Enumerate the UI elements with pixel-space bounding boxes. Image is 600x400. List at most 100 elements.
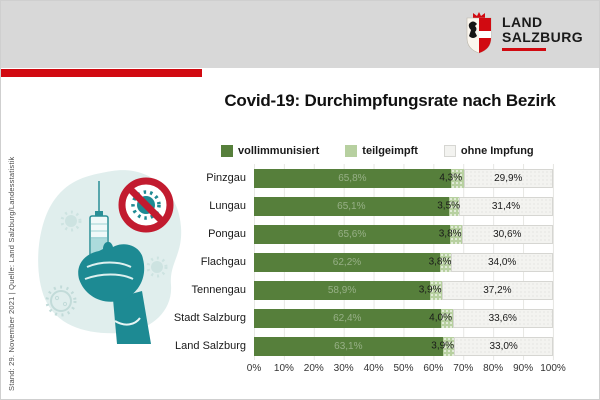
voll-value-label: 65,6%	[337, 228, 367, 240]
salzburg-coat-of-arms-icon	[466, 12, 492, 54]
ohne-value-label: 31,4%	[491, 200, 521, 212]
ohne-value-label: 37,2%	[483, 284, 512, 296]
x-axis-tick-label: 50%	[393, 363, 414, 374]
x-axis-tick-label: 90%	[513, 363, 534, 374]
teil-value-label: 3,8%	[438, 228, 462, 240]
no-virus-prohibition-icon	[118, 177, 174, 233]
x-axis: 0% 10% 20% 30% 40% 50% 60% 70% 80% 90% 100%	[247, 363, 566, 377]
bar-segment-teilgeimpft	[450, 224, 462, 244]
row-label: Pongau	[208, 228, 246, 240]
legend-item-vollimmunisiert: vollimmunisiert	[221, 145, 319, 157]
voll-value-label: 63,1%	[334, 340, 363, 352]
logo-text-land: LAND	[502, 14, 543, 30]
x-axis-tick-label: 40%	[363, 363, 384, 374]
bar-segment-vollimmunisiert: 62,2%	[254, 252, 440, 272]
row-label: Pinzgau	[206, 172, 246, 184]
bar-track: 63,1% 33,0% 3,9%	[254, 336, 553, 356]
bar-segment-ohne-impfung: 31,4%	[459, 196, 553, 216]
bar-track: 58,9% 37,2% 3,9%	[254, 280, 553, 300]
chart-title: Covid-19: Durchimpfungsrate nach Bezirk	[224, 91, 556, 110]
vaccination-illustration	[29, 159, 194, 349]
x-axis-tick-label: 60%	[423, 363, 444, 374]
voll-value-label: 62,2%	[332, 256, 362, 268]
bar-segment-vollimmunisiert: 65,8%	[254, 168, 451, 188]
background-virus-outline-icon	[45, 285, 77, 317]
voll-value-label: 58,9%	[327, 284, 357, 296]
x-axis-tick-label: 10%	[273, 363, 294, 374]
bar-segment-teilgeimpft	[442, 336, 455, 356]
header-band	[1, 1, 599, 68]
x-axis-tick-label: 70%	[453, 363, 474, 374]
bar-segment-vollimmunisiert: 63,1%	[254, 336, 443, 356]
bar-segment-teilgeimpft	[440, 308, 453, 328]
chart-row-lungau: Lungau 65,1% 31,4% 3,5%	[134, 192, 574, 220]
bar-segment-teilgeimpft	[439, 252, 452, 272]
bar-track: 62,2% 34,0% 3,8%	[254, 252, 553, 272]
chart-row-land-salzburg: Land Salzburg 63,1% 33,0% 3,9%	[134, 332, 574, 360]
voll-value-label: 62,4%	[333, 312, 362, 324]
bar-segment-teilgeimpft	[430, 280, 442, 300]
land-salzburg-logo: LAND SALZBURG	[464, 11, 583, 55]
teil-value-label: 4,0%	[429, 312, 452, 324]
background-virus-icon	[60, 210, 82, 232]
bar-rows: Pinzgau 65,8% 29,9% 4,3% Lungau 65,1% 31,4% 3,5…	[134, 164, 574, 360]
chart-row-stadt-salzburg: Stadt Salzburg 62,4% 33,6% 4,0%	[134, 304, 574, 332]
logo-red-underline	[502, 48, 547, 51]
red-accent-stripe	[1, 69, 202, 77]
legend-swatch	[443, 145, 456, 157]
row-label: Lungau	[209, 200, 246, 212]
legend-item-teilgeimpft: teilgeimpft	[345, 145, 418, 157]
legend-label: vollimmunisiert	[238, 145, 320, 157]
bar-segment-ohne-impfung: 37,2%	[441, 280, 553, 300]
x-axis-tick-label: 100%	[540, 363, 566, 374]
bar-segment-vollimmunisiert: 58,9%	[254, 280, 431, 300]
voll-value-label: 65,8%	[338, 172, 367, 184]
teil-value-label: 3,8%	[428, 256, 452, 268]
ohne-value-label: 34,0%	[487, 256, 517, 268]
voll-value-label: 65,1%	[337, 200, 366, 212]
row-label: Stadt Salzburg	[173, 312, 246, 324]
bar-chart: Pinzgau 65,8% 29,9% 4,3% Lungau 65,1% 31,4% 3,5…	[134, 164, 574, 377]
hand-icon	[78, 241, 151, 344]
x-axis-tick-label: 0%	[246, 363, 262, 374]
bar-segment-vollimmunisiert: 62,4%	[254, 308, 441, 328]
legend-label: teilgeimpft	[362, 145, 418, 157]
teil-value-label: 3,9%	[431, 340, 455, 352]
teil-value-label: 4,3%	[439, 172, 463, 184]
chart-row-tennengau: Tennengau 58,9% 37,2% 3,9%	[134, 276, 574, 304]
chart-row-pongau: Pongau 65,6% 30,6% 3,8%	[134, 220, 574, 248]
logo-text-salzburg: SALZBURG	[502, 29, 583, 45]
legend-swatch	[345, 145, 358, 157]
logo-wordmark: LAND SALZBURG	[502, 15, 583, 51]
source-caption: Stand: 29. November 2021 | Quelle: Land …	[7, 156, 16, 391]
background-virus-small-icon	[146, 256, 168, 278]
teil-value-label: 3,9%	[418, 284, 442, 296]
x-axis-tick-label: 80%	[483, 363, 504, 374]
bar-segment-teilgeimpft	[448, 196, 460, 216]
chart-legend: vollimmunisiert teilgeimpft ohne Impfung	[221, 145, 534, 157]
row-label: Land Salzburg	[175, 340, 246, 352]
ohne-value-label: 30,6%	[493, 228, 522, 240]
bar-track: 65,8% 29,9% 4,3%	[254, 168, 553, 188]
legend-swatch	[221, 145, 233, 157]
ohne-value-label: 33,0%	[489, 340, 518, 352]
bar-track: 65,6% 30,6% 3,8%	[254, 224, 553, 244]
row-label: Flachgau	[200, 256, 246, 268]
bar-segment-ohne-impfung: 29,9%	[463, 168, 553, 188]
bar-track: 62,4% 33,6% 4,0%	[254, 308, 553, 328]
bar-track: 65,1% 31,4% 3,5%	[254, 196, 553, 216]
bar-segment-ohne-impfung: 34,0%	[451, 252, 553, 272]
legend-item-ohne-impfung: ohne Impfung	[443, 145, 534, 157]
row-label: Tennengau	[191, 284, 246, 296]
bar-segment-ohne-impfung: 30,6%	[461, 224, 553, 244]
ohne-value-label: 29,9%	[494, 172, 523, 184]
teil-value-label: 3,5%	[437, 200, 461, 212]
x-axis-tick-label: 30%	[333, 363, 354, 374]
x-axis-tick-label: 20%	[303, 363, 324, 374]
bar-segment-teilgeimpft	[450, 168, 464, 188]
bar-segment-ohne-impfung: 33,6%	[452, 308, 553, 328]
ohne-value-label: 33,6%	[488, 312, 517, 324]
bar-segment-vollimmunisiert: 65,1%	[254, 196, 449, 216]
legend-label: ohne Impfung	[460, 145, 534, 157]
